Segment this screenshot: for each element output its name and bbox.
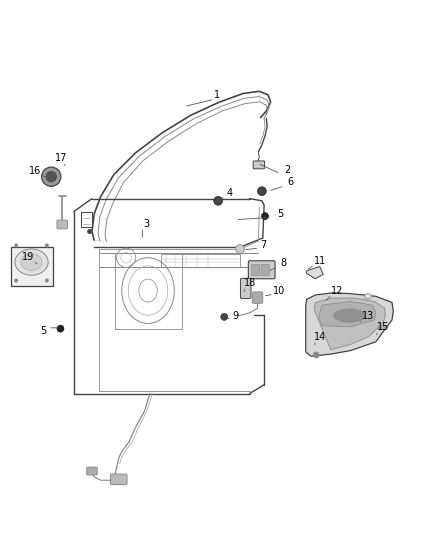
Circle shape [57, 325, 64, 332]
FancyBboxPatch shape [248, 261, 275, 279]
Text: 18: 18 [244, 278, 256, 288]
Circle shape [45, 279, 49, 282]
Circle shape [221, 313, 228, 320]
Polygon shape [314, 298, 385, 350]
Circle shape [45, 244, 49, 247]
Polygon shape [319, 302, 376, 327]
Text: 9: 9 [233, 311, 239, 321]
FancyBboxPatch shape [261, 264, 269, 276]
FancyBboxPatch shape [251, 264, 260, 276]
Text: 5: 5 [41, 326, 47, 336]
Circle shape [14, 279, 18, 282]
Text: 6: 6 [287, 177, 293, 188]
FancyBboxPatch shape [57, 220, 67, 229]
Circle shape [236, 245, 244, 253]
Ellipse shape [15, 249, 48, 275]
Ellipse shape [364, 294, 371, 299]
Text: 14: 14 [314, 332, 326, 342]
Circle shape [88, 229, 92, 233]
Text: 12: 12 [331, 286, 343, 296]
Text: 16: 16 [29, 166, 41, 176]
Text: 11: 11 [314, 256, 326, 266]
Ellipse shape [21, 254, 42, 270]
Circle shape [258, 187, 266, 196]
Text: 5: 5 [277, 209, 283, 219]
Text: 3: 3 [144, 219, 150, 229]
Text: 7: 7 [261, 240, 267, 249]
FancyBboxPatch shape [11, 247, 53, 286]
Text: 13: 13 [362, 311, 374, 320]
Text: 17: 17 [55, 153, 67, 163]
Circle shape [313, 352, 319, 358]
FancyBboxPatch shape [87, 467, 97, 475]
Circle shape [214, 197, 223, 205]
Text: 19: 19 [22, 252, 35, 262]
Ellipse shape [378, 326, 386, 330]
Text: 15: 15 [377, 322, 389, 332]
Circle shape [46, 172, 57, 182]
FancyBboxPatch shape [240, 278, 251, 298]
FancyBboxPatch shape [110, 474, 127, 484]
Text: 8: 8 [281, 258, 287, 268]
Circle shape [42, 167, 61, 187]
Text: 4: 4 [227, 188, 233, 198]
Circle shape [14, 244, 18, 247]
FancyBboxPatch shape [253, 161, 265, 169]
Ellipse shape [334, 309, 365, 322]
Circle shape [261, 213, 268, 220]
Text: 10: 10 [273, 286, 285, 296]
Text: 1: 1 [214, 90, 220, 100]
Text: 2: 2 [284, 165, 290, 175]
Polygon shape [307, 266, 323, 279]
Polygon shape [306, 293, 393, 356]
FancyBboxPatch shape [252, 292, 263, 303]
